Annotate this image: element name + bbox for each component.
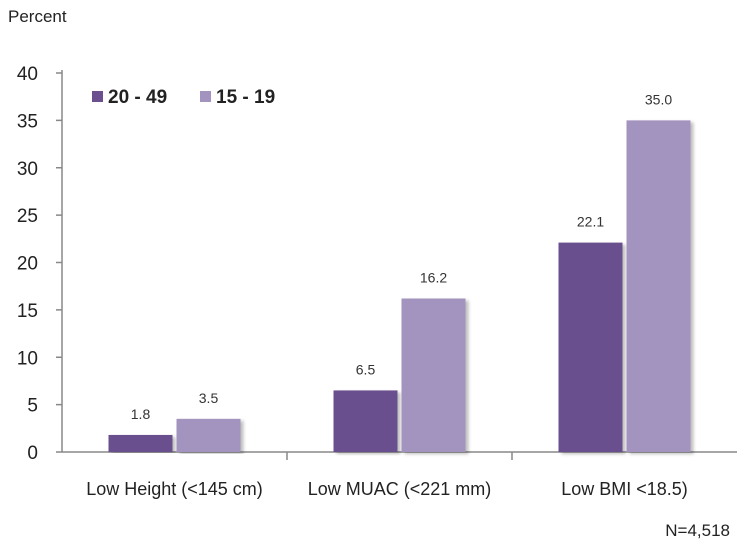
sample-size-note: N=4,518	[665, 521, 730, 540]
legend-label: 15 - 19	[216, 87, 275, 108]
category-label: Low MUAC (<221 mm)	[308, 479, 492, 499]
y-tick-label: 35	[17, 111, 38, 132]
category-label: Low Height (<145 cm)	[86, 479, 263, 499]
bar-value-label: 6.5	[356, 361, 376, 377]
bar	[333, 390, 398, 452]
y-tick-label: 10	[17, 348, 38, 369]
category-labels: Low Height (<145 cm) Low MUAC (<221 mm) Lo…	[86, 479, 688, 499]
bars-group: 1.8 3.5 6.5 16.2 22.1 35.0	[108, 91, 691, 460]
bar-value-label: 22.1	[577, 214, 604, 230]
legend-swatch	[200, 91, 211, 102]
category-label: Low BMI <18.5)	[561, 479, 688, 499]
legend-label: 20 - 49	[108, 87, 167, 108]
bar	[176, 418, 241, 452]
bar-value-label: 3.5	[199, 390, 219, 406]
y-tick-label: 20	[17, 254, 38, 275]
bar-value-label: 16.2	[420, 270, 447, 286]
bar	[401, 298, 466, 452]
y-tick-label: 25	[17, 206, 38, 227]
bar	[558, 242, 623, 452]
y-tick-label: 0	[27, 443, 38, 464]
y-tick-label: 15	[17, 301, 38, 322]
legend: 20 - 49 15 - 19	[92, 87, 275, 108]
bar-value-label: 35.0	[645, 91, 672, 107]
bar	[626, 120, 691, 452]
y-axis-ticks: 0 5 10 15 20 25 30 35 40	[17, 64, 62, 464]
legend-swatch	[92, 91, 103, 102]
bar	[108, 434, 173, 452]
y-tick-label: 30	[17, 159, 38, 180]
y-tick-label: 5	[27, 396, 38, 417]
y-tick-label: 40	[17, 64, 38, 85]
bar-value-label: 1.8	[131, 406, 151, 422]
y-axis-label: Percent	[8, 7, 67, 26]
